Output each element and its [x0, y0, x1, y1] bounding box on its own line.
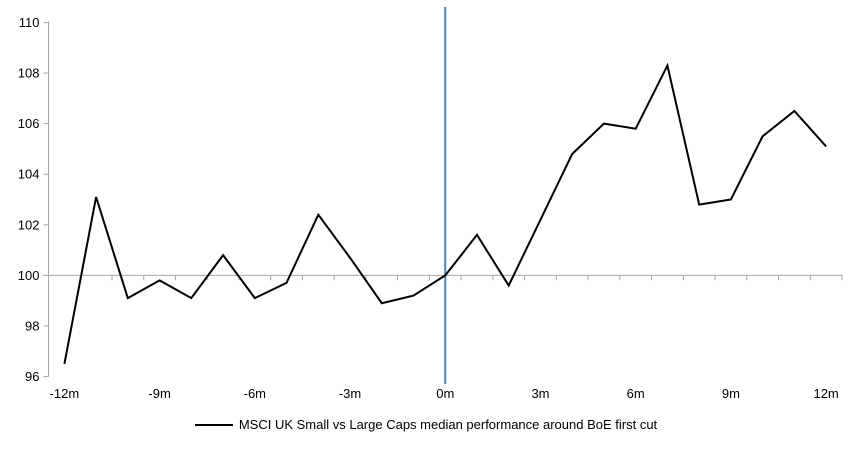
x-axis-tick-label: -12m — [50, 386, 80, 401]
x-axis-tick-label: -6m — [244, 386, 266, 401]
x-axis-tick-label: -9m — [148, 386, 170, 401]
x-axis-tick-label: 6m — [627, 386, 645, 401]
y-axis-tick-label: 104 — [18, 167, 40, 182]
x-axis-tick-label: 9m — [722, 386, 740, 401]
y-axis-tick-label: 110 — [19, 15, 40, 30]
y-axis-tick-label: 98 — [25, 318, 39, 333]
y-axis-tick-label: 106 — [18, 116, 40, 131]
y-axis-tick-label: 102 — [18, 217, 40, 232]
series-line — [63, 62, 827, 365]
x-axis-tick-label: -3m — [339, 386, 361, 401]
x-axis-tick-label: 3m — [531, 386, 549, 401]
legend: MSCI UK Small vs Large Caps median perfo… — [0, 417, 852, 432]
legend-line-sample — [194, 423, 233, 426]
y-axis-tick-label: 108 — [18, 66, 40, 81]
y-axis-tick-label: 100 — [18, 268, 40, 283]
x-axis-tick-label: 12m — [813, 386, 838, 401]
legend-label: MSCI UK Small vs Large Caps median perfo… — [238, 417, 658, 432]
y-axis-tick-label: 96 — [25, 369, 39, 384]
x-axis-tick-label: 0m — [436, 386, 454, 401]
